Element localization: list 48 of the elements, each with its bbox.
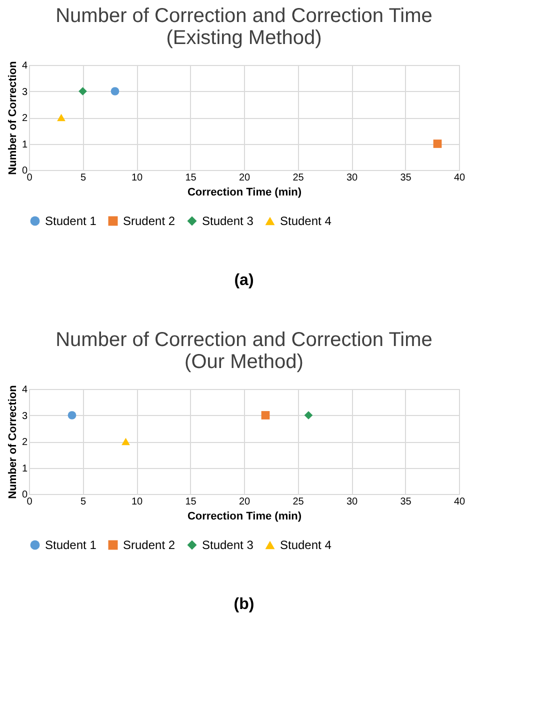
chart-subtitle: (Existing Method) — [166, 27, 322, 49]
x-tick-label: 15 — [185, 172, 197, 184]
legend-label: Srudent 2 — [123, 214, 176, 228]
y-tick-label: 2 — [22, 113, 28, 124]
x-tick-label: 20 — [238, 172, 250, 184]
chart-title: Number of Correction and Correction Time — [56, 5, 432, 27]
x-tick-label: 30 — [346, 496, 358, 508]
x-tick-label: 30 — [346, 172, 358, 184]
x-tick-label: 40 — [454, 496, 466, 508]
point — [78, 87, 87, 96]
point — [433, 140, 442, 148]
y-tick-label: 1 — [22, 139, 28, 150]
legend-label: Student 4 — [280, 538, 332, 552]
chart-subtitle: (Our Method) — [184, 351, 304, 373]
y-tick-label: 1 — [22, 463, 28, 474]
legend-label: Srudent 2 — [123, 538, 176, 552]
x-tick-label: 35 — [400, 496, 412, 508]
x-tick-label: 10 — [131, 496, 143, 508]
legend-label: Student 3 — [202, 214, 254, 228]
y-tick-label: 3 — [22, 410, 28, 422]
y-tick-label: 0 — [22, 166, 28, 176]
y-tick-label: 0 — [22, 490, 28, 500]
x-tick-label: 35 — [400, 172, 412, 184]
x-tick-label: 25 — [292, 496, 304, 508]
x-tick-label: 15 — [185, 496, 197, 508]
x-tick-label: 25 — [292, 172, 304, 184]
x-axis-title: Correction Time (min) — [187, 186, 302, 198]
point — [57, 114, 66, 122]
legend-label: Student 1 — [45, 538, 97, 552]
y-tick-label: 2 — [22, 437, 28, 448]
x-tick-label: 40 — [454, 172, 466, 184]
x-tick-label: 5 — [80, 172, 86, 184]
legend-label: Student 3 — [202, 538, 254, 552]
x-tick-label: 10 — [131, 172, 143, 184]
y-tick-label: 4 — [22, 384, 28, 396]
point — [110, 87, 120, 96]
y-tick-label: 3 — [22, 86, 28, 98]
text: (a) — [234, 272, 254, 289]
legend-label: Student 4 — [280, 214, 332, 228]
chart-title: Number of Correction and Correction Time — [56, 329, 432, 351]
y-tick-label: 4 — [22, 60, 28, 72]
y-axis-title: Number of Correction — [6, 60, 19, 175]
y-axis-title: Number of Correction — [6, 384, 19, 499]
x-tick-label: 20 — [238, 496, 250, 508]
x-axis-title: Correction Time (min) — [187, 510, 302, 522]
x-tick-label: 5 — [80, 496, 86, 508]
text: (b) — [234, 596, 254, 613]
legend-label: Student 1 — [45, 214, 97, 228]
